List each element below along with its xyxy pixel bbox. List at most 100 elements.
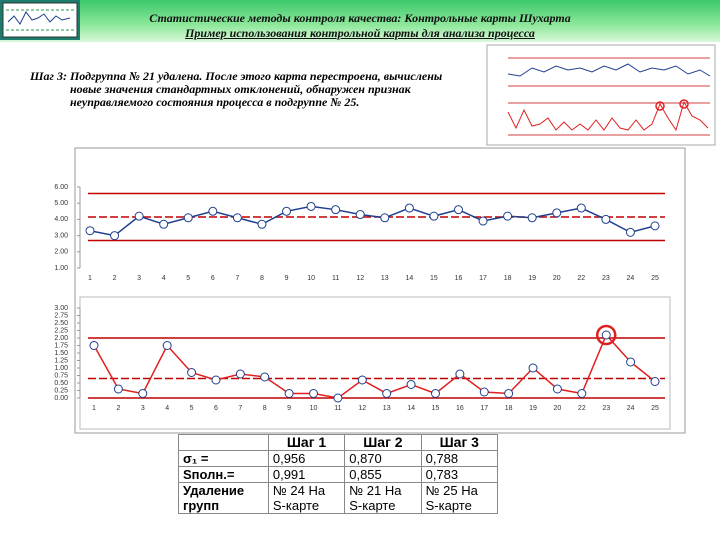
x-tick-label: 22 bbox=[578, 405, 586, 412]
point bbox=[134, 211, 144, 221]
x-tick-label: 6 bbox=[214, 405, 218, 412]
y-tick-label: 4.00 bbox=[54, 216, 68, 223]
x-tick-label: 19 bbox=[529, 405, 537, 412]
x-tick-label: 20 bbox=[553, 275, 561, 282]
x-tick-label: 16 bbox=[455, 275, 463, 282]
point bbox=[504, 389, 514, 398]
point bbox=[601, 330, 611, 340]
logo bbox=[0, 0, 80, 40]
point bbox=[113, 384, 123, 394]
x-tick-label: 8 bbox=[260, 275, 264, 282]
y-tick-label: 1.75 bbox=[54, 342, 68, 349]
x-tick-label: 20 bbox=[554, 405, 562, 412]
x-tick-label: 6 bbox=[211, 275, 215, 282]
y-tick-label: 2.00 bbox=[54, 249, 68, 256]
x-tick-label: 17 bbox=[479, 275, 487, 282]
x-tick-label: 23 bbox=[602, 275, 610, 282]
x-tick-label: 7 bbox=[238, 405, 242, 412]
point bbox=[355, 210, 365, 220]
table-cell: Шаг 3 bbox=[420, 434, 499, 451]
x-tick-label: 25 bbox=[651, 275, 659, 282]
point bbox=[208, 206, 218, 216]
x-tick-label: 17 bbox=[480, 405, 488, 412]
x-tick-label: 25 bbox=[651, 405, 659, 412]
point bbox=[306, 201, 316, 211]
table-cell: № 24 На S-карте bbox=[267, 482, 346, 514]
x-tick-label: 23 bbox=[602, 405, 610, 412]
table-cell: 0,788 bbox=[420, 450, 499, 467]
point bbox=[453, 205, 463, 215]
y-tick-label: 2.50 bbox=[54, 320, 68, 327]
table-cell: № 21 На S-карте bbox=[344, 482, 422, 514]
table-cell: Шаг 2 bbox=[344, 434, 422, 451]
point bbox=[89, 341, 99, 350]
x-tick-label: 9 bbox=[285, 275, 289, 282]
x-tick-label: 22 bbox=[577, 275, 585, 282]
y-tick-label: 3.00 bbox=[54, 305, 68, 312]
x-tick-label: 13 bbox=[381, 275, 389, 282]
point bbox=[478, 216, 488, 226]
y-tick-label: 1.00 bbox=[54, 365, 68, 372]
point bbox=[162, 341, 172, 350]
y-tick-label: 2.25 bbox=[54, 327, 68, 334]
point bbox=[309, 389, 319, 398]
y-tick-label: 2.00 bbox=[54, 335, 68, 342]
table-cell: 0,956 bbox=[267, 450, 346, 467]
step-label: Шаг 3: bbox=[30, 69, 67, 83]
point bbox=[235, 369, 245, 379]
x-tick-label: 14 bbox=[407, 405, 415, 412]
point bbox=[331, 205, 341, 215]
table-cell: 0,991 bbox=[267, 466, 346, 483]
point bbox=[576, 203, 586, 213]
point bbox=[552, 384, 562, 394]
point bbox=[211, 375, 221, 385]
point bbox=[406, 380, 416, 389]
point bbox=[159, 219, 169, 229]
y-tick-label: 0.25 bbox=[54, 387, 68, 394]
x-tick-label: 13 bbox=[383, 405, 391, 412]
x-tick-label: 5 bbox=[190, 405, 194, 412]
point bbox=[333, 393, 343, 403]
point bbox=[85, 226, 95, 236]
point bbox=[429, 211, 439, 221]
x-tick-label: 19 bbox=[528, 275, 536, 282]
table-cell: 0,870 bbox=[344, 450, 422, 467]
point bbox=[626, 357, 636, 367]
x-tick-label: 24 bbox=[627, 275, 635, 282]
thumbnail bbox=[486, 44, 716, 146]
y-tick-label: 0.00 bbox=[54, 395, 68, 402]
x-tick-label: 11 bbox=[334, 405, 341, 412]
y-tick-label: 1.50 bbox=[54, 350, 68, 357]
point bbox=[382, 389, 392, 398]
x-tick-label: 2 bbox=[113, 275, 117, 282]
table-cell: σ₁ = bbox=[178, 450, 269, 467]
point bbox=[138, 389, 148, 398]
point bbox=[601, 214, 611, 224]
point bbox=[404, 203, 414, 213]
x-tick-label: 16 bbox=[456, 405, 464, 412]
highlight-ring bbox=[595, 324, 617, 346]
table: Шаг 1 Шаг 2 Шаг 3 σ₁ = 0,956 0,870 0,788 Sполн.… bbox=[178, 434, 499, 514]
point bbox=[380, 213, 390, 223]
point bbox=[650, 221, 660, 231]
step-body: Подгруппа № 21 удалена. После этого карт… bbox=[69, 69, 443, 109]
y-tick-label: 3.00 bbox=[54, 232, 68, 239]
x-tick-label: 5 bbox=[186, 275, 190, 282]
point bbox=[257, 219, 267, 229]
x-tick-label: 14 bbox=[405, 275, 413, 282]
x-tick-label: 10 bbox=[310, 405, 318, 412]
point bbox=[625, 227, 635, 237]
table-cell bbox=[178, 434, 269, 451]
point bbox=[479, 387, 489, 397]
y-tick-label: 0.75 bbox=[54, 372, 68, 379]
point bbox=[183, 213, 193, 223]
x-tick-label: 4 bbox=[162, 275, 166, 282]
x-tick-label: 4 bbox=[165, 405, 169, 412]
y-tick-label: 1.25 bbox=[54, 357, 68, 364]
x-tick-label: 24 bbox=[627, 405, 635, 412]
point bbox=[187, 368, 197, 377]
point bbox=[284, 389, 294, 398]
x-tick-label: 15 bbox=[430, 275, 438, 282]
point bbox=[430, 389, 440, 398]
